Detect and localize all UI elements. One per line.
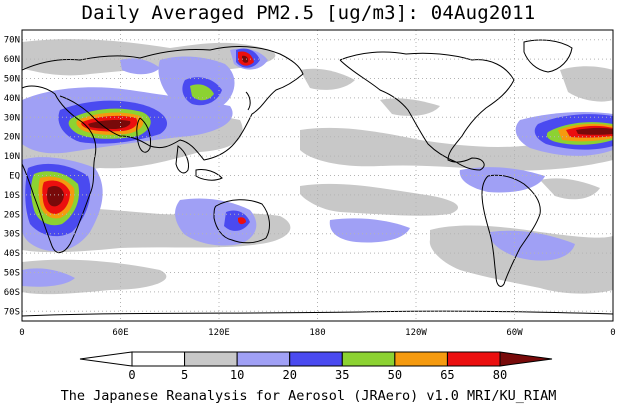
colorbar-bin xyxy=(236,351,291,367)
map-frame xyxy=(21,29,614,322)
lon-label: 120E xyxy=(208,328,230,338)
lon-label: 0 xyxy=(19,328,24,338)
lat-label: 40N xyxy=(4,94,20,104)
colorbar-tick-label: 5 xyxy=(181,368,188,382)
lon-label: 0 xyxy=(610,328,615,338)
lon-label: 60W xyxy=(506,328,523,338)
colorbar-tick-label: 50 xyxy=(388,368,402,382)
coastline-japan xyxy=(245,91,251,111)
lat-label: 50S xyxy=(4,269,20,279)
coastline-africa xyxy=(22,85,97,253)
coastline-india xyxy=(136,117,151,153)
footer-credit: The Japanese Reanalysis for Aerosol (JRA… xyxy=(60,388,557,404)
colorbar-tick-label: 80 xyxy=(493,368,507,382)
coastline-europe-asia xyxy=(22,46,304,161)
latitude-axis-labels: 70N 60N 50N 40N 30N 20N 10N EQ 10S 20S 30S 40S 50S 60… xyxy=(4,36,20,318)
lon-label: 60E xyxy=(112,328,128,338)
colorbar-tick-label: 10 xyxy=(230,368,244,382)
lon-label: 180 xyxy=(309,328,325,338)
colorbar-tick-label: 0 xyxy=(128,368,135,382)
coastline-greenland xyxy=(523,39,573,73)
lat-label: 70S xyxy=(4,307,20,317)
colorbar-arrow-low xyxy=(79,351,133,367)
figure-title: Daily Averaged PM2.5 [ug/m3]: 04Aug2011 xyxy=(81,2,536,24)
colorbar-tick-label: 65 xyxy=(440,368,454,382)
colorbar-bin xyxy=(184,351,238,367)
colorbar-tick-label: 20 xyxy=(282,368,296,382)
colorbar-bin xyxy=(289,351,343,367)
lat-label: 20S xyxy=(4,210,20,220)
lat-label: 70N xyxy=(4,36,20,46)
lat-label: 20N xyxy=(4,133,20,143)
colorbar-bin xyxy=(394,351,448,367)
coastline-australia xyxy=(213,199,270,244)
lat-label: EQ xyxy=(9,172,20,182)
coastline-north-america xyxy=(339,51,515,171)
lat-label: 60N xyxy=(4,55,20,65)
coastline-south-america xyxy=(481,174,541,287)
lat-label: 10N xyxy=(4,152,20,162)
colorbar-bin xyxy=(131,351,186,367)
coastline-antarctica xyxy=(22,310,613,317)
lat-label: 50N xyxy=(4,75,20,85)
lat-label: 30N xyxy=(4,113,20,123)
coastline-southeast-asia xyxy=(175,145,223,181)
colorbar-bin xyxy=(341,351,396,367)
lat-label: 60S xyxy=(4,288,20,298)
lon-label: 120W xyxy=(405,328,427,338)
colorbar-arrow-high xyxy=(499,351,553,367)
colorbar-bin xyxy=(446,351,501,367)
colorbar-tick-label: 35 xyxy=(335,368,349,382)
colorbar: 0 5 10 20 35 50 65 80 xyxy=(79,351,553,382)
longitude-axis-labels: 0 60E 120E 180 120W 60W 0 xyxy=(19,328,615,338)
lat-label: 40S xyxy=(4,249,20,259)
lat-label: 30S xyxy=(4,230,20,240)
lat-label: 10S xyxy=(4,191,20,201)
coastlines xyxy=(22,39,613,317)
